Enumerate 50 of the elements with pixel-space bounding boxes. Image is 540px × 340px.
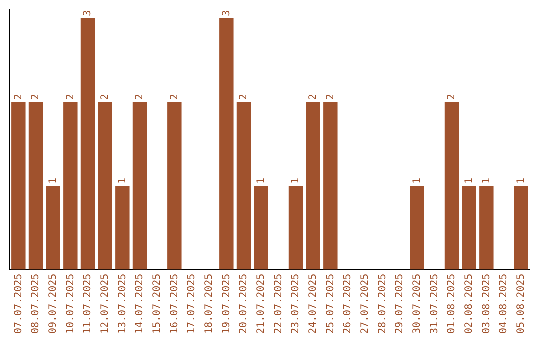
data-label: 2	[238, 94, 250, 100]
x-tick-label: 19.07.2025	[221, 274, 232, 334]
x-tick-label: 13.07.2025	[117, 274, 128, 334]
data-label: 2	[30, 94, 42, 100]
data-label: 2	[169, 94, 180, 100]
x-tick-label: 24.07.2025	[308, 274, 319, 334]
x-tick-label: 17.07.2025	[186, 274, 198, 334]
x-tick-label: 07.07.2025	[13, 274, 24, 334]
data-label: 1	[481, 178, 492, 184]
x-tick-label: 02.08.2025	[464, 274, 475, 334]
x-tick-label: 18.07.2025	[204, 274, 215, 334]
x-tick-label: 16.07.2025	[169, 274, 180, 334]
x-tick-label: 28.07.2025	[377, 274, 388, 334]
x-tick-label: 27.07.2025	[360, 274, 371, 334]
data-label: 2	[13, 94, 24, 100]
x-tick-label: 30.07.2025	[412, 274, 423, 334]
x-tick-label: 22.07.2025	[273, 274, 284, 334]
data-label: 2	[134, 94, 146, 100]
x-tick-label: 04.08.2025	[498, 274, 510, 334]
x-tick-label: 14.07.2025	[134, 274, 146, 334]
data-label: 3	[82, 10, 94, 16]
data-label: 1	[290, 178, 302, 184]
data-label: 1	[516, 178, 527, 184]
data-label: 2	[100, 94, 111, 100]
data-label: 2	[65, 94, 76, 100]
x-tick-label: 29.07.2025	[394, 274, 406, 334]
x-tick-label: 15.07.2025	[152, 274, 163, 334]
x-tick-label: 10.07.2025	[65, 274, 76, 334]
x-tick-label: 11.07.2025	[82, 274, 94, 334]
data-label: 1	[412, 178, 423, 184]
x-tick-label: 23.07.2025	[290, 274, 302, 334]
data-label: 2	[446, 94, 458, 100]
x-tick-label: 26.07.2025	[342, 274, 354, 334]
x-tick-label: 05.08.2025	[516, 274, 527, 334]
x-tick-label: 20.07.2025	[238, 274, 250, 334]
data-label: 1	[256, 178, 267, 184]
data-label: 1	[464, 178, 475, 184]
x-tick-label: 08.07.2025	[30, 274, 42, 334]
x-tick-label: 01.08.2025	[446, 274, 458, 334]
data-label: 3	[221, 10, 232, 16]
x-tick-label: 03.08.2025	[481, 274, 492, 334]
x-tick-label: 25.07.2025	[325, 274, 336, 334]
data-label: 2	[325, 94, 336, 100]
x-tick-label: 31.07.2025	[429, 274, 440, 334]
x-tick-label: 12.07.2025	[100, 274, 111, 334]
x-tick-label: 21.07.2025	[256, 274, 267, 334]
data-label: 1	[117, 178, 128, 184]
x-tick-label: 09.07.2025	[48, 274, 59, 334]
data-label: 1	[48, 178, 59, 184]
data-label: 2	[308, 94, 319, 100]
